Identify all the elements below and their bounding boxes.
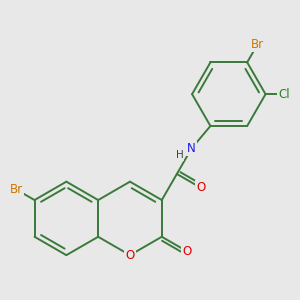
Text: O: O <box>125 249 135 262</box>
Text: Br: Br <box>10 183 22 196</box>
Text: N: N <box>187 142 196 155</box>
Text: Br: Br <box>251 38 264 51</box>
Text: O: O <box>182 244 191 258</box>
Text: Cl: Cl <box>278 88 290 101</box>
Text: O: O <box>196 181 205 194</box>
Text: H: H <box>176 151 183 160</box>
